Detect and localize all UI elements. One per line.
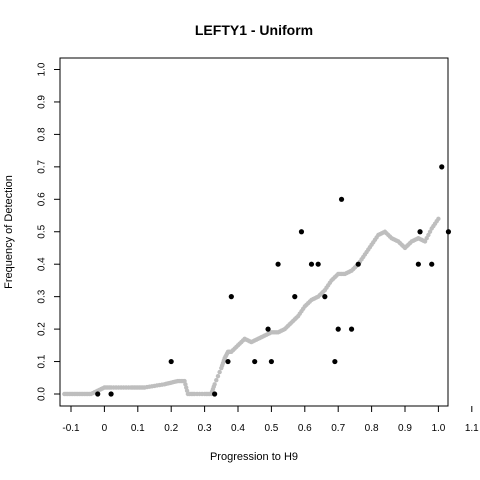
data-point xyxy=(417,229,423,235)
y-tick-label: 0.2 xyxy=(37,322,48,336)
data-point xyxy=(348,326,355,332)
smooth-point xyxy=(217,369,222,375)
chart-title: LEFTY1 - Uniform xyxy=(195,22,313,38)
data-point xyxy=(355,261,361,267)
y-tick-label: 0.9 xyxy=(37,95,48,109)
data-point xyxy=(322,294,328,300)
y-tick-label: 0.1 xyxy=(37,354,48,368)
x-tick-label: 0.6 xyxy=(298,423,312,434)
x-axis-label: Progression to H9 xyxy=(210,451,298,463)
x-tick-label: 1.1 xyxy=(465,423,479,434)
x-tick-label: -0.1 xyxy=(62,423,80,434)
smooth-point xyxy=(426,232,431,238)
y-tick-label: 0.3 xyxy=(37,289,48,303)
y-tick-label: 0.6 xyxy=(37,192,48,206)
x-tick-label: 0.8 xyxy=(365,423,379,434)
data-point xyxy=(429,261,435,267)
smooth-point xyxy=(427,229,433,234)
data-point xyxy=(292,294,298,300)
data-point xyxy=(95,391,101,397)
data-point xyxy=(415,261,421,267)
data-point xyxy=(212,391,218,397)
smooth-point xyxy=(212,382,217,387)
point-series xyxy=(95,164,452,397)
smooth-series xyxy=(62,216,441,397)
data-point xyxy=(315,261,321,267)
x-tick-label: 1.0 xyxy=(431,423,445,434)
x-axis: -0.1 0 0.1 0.2 0.3 0.4 0.5 0.6 0.7 0.8 0.9 1.0 1.1 xyxy=(62,406,479,434)
x-tick-label: 0.2 xyxy=(164,423,178,434)
y-tick-label: 1.0 xyxy=(37,62,48,76)
data-point xyxy=(308,261,315,267)
y-tick-label: 0.5 xyxy=(37,224,48,238)
data-point xyxy=(332,358,338,365)
x-tick-label: 0.7 xyxy=(331,423,345,434)
x-tick-label: 0 xyxy=(102,423,108,434)
data-point xyxy=(168,358,174,365)
data-point xyxy=(445,229,452,235)
x-tick-label: 0.9 xyxy=(398,423,412,434)
data-point xyxy=(108,391,114,397)
y-axis: 0.0 0.1 0.2 0.3 0.4 0.5 0.6 0.7 0.8 0.9 1.0 xyxy=(37,62,60,401)
smooth-point xyxy=(424,236,429,241)
y-tick-label: 0.4 xyxy=(37,257,48,271)
data-point xyxy=(338,196,345,202)
plot-frame xyxy=(59,57,449,407)
data-point xyxy=(268,358,274,365)
x-tick-label: 0.4 xyxy=(231,423,245,434)
data-point xyxy=(228,294,234,300)
data-point xyxy=(275,261,281,267)
y-tick-label: 0.0 xyxy=(37,387,48,401)
y-tick-label: 0.7 xyxy=(37,159,48,173)
smooth-point xyxy=(215,373,221,379)
smooth-point xyxy=(436,216,441,221)
data-point xyxy=(439,164,445,170)
smooth-point xyxy=(214,378,219,383)
x-tick-label: 0.5 xyxy=(264,423,278,434)
y-tick-label: 0.8 xyxy=(37,127,48,141)
y-axis-label: Frequency of Detection xyxy=(3,175,15,289)
data-point xyxy=(225,358,231,365)
data-point xyxy=(298,229,305,235)
data-point xyxy=(252,358,258,365)
x-tick-label: 0.3 xyxy=(198,423,212,434)
data-point xyxy=(335,326,341,332)
x-tick-label: 0.1 xyxy=(131,423,145,434)
smooth-point xyxy=(422,239,428,244)
data-point xyxy=(265,326,271,332)
